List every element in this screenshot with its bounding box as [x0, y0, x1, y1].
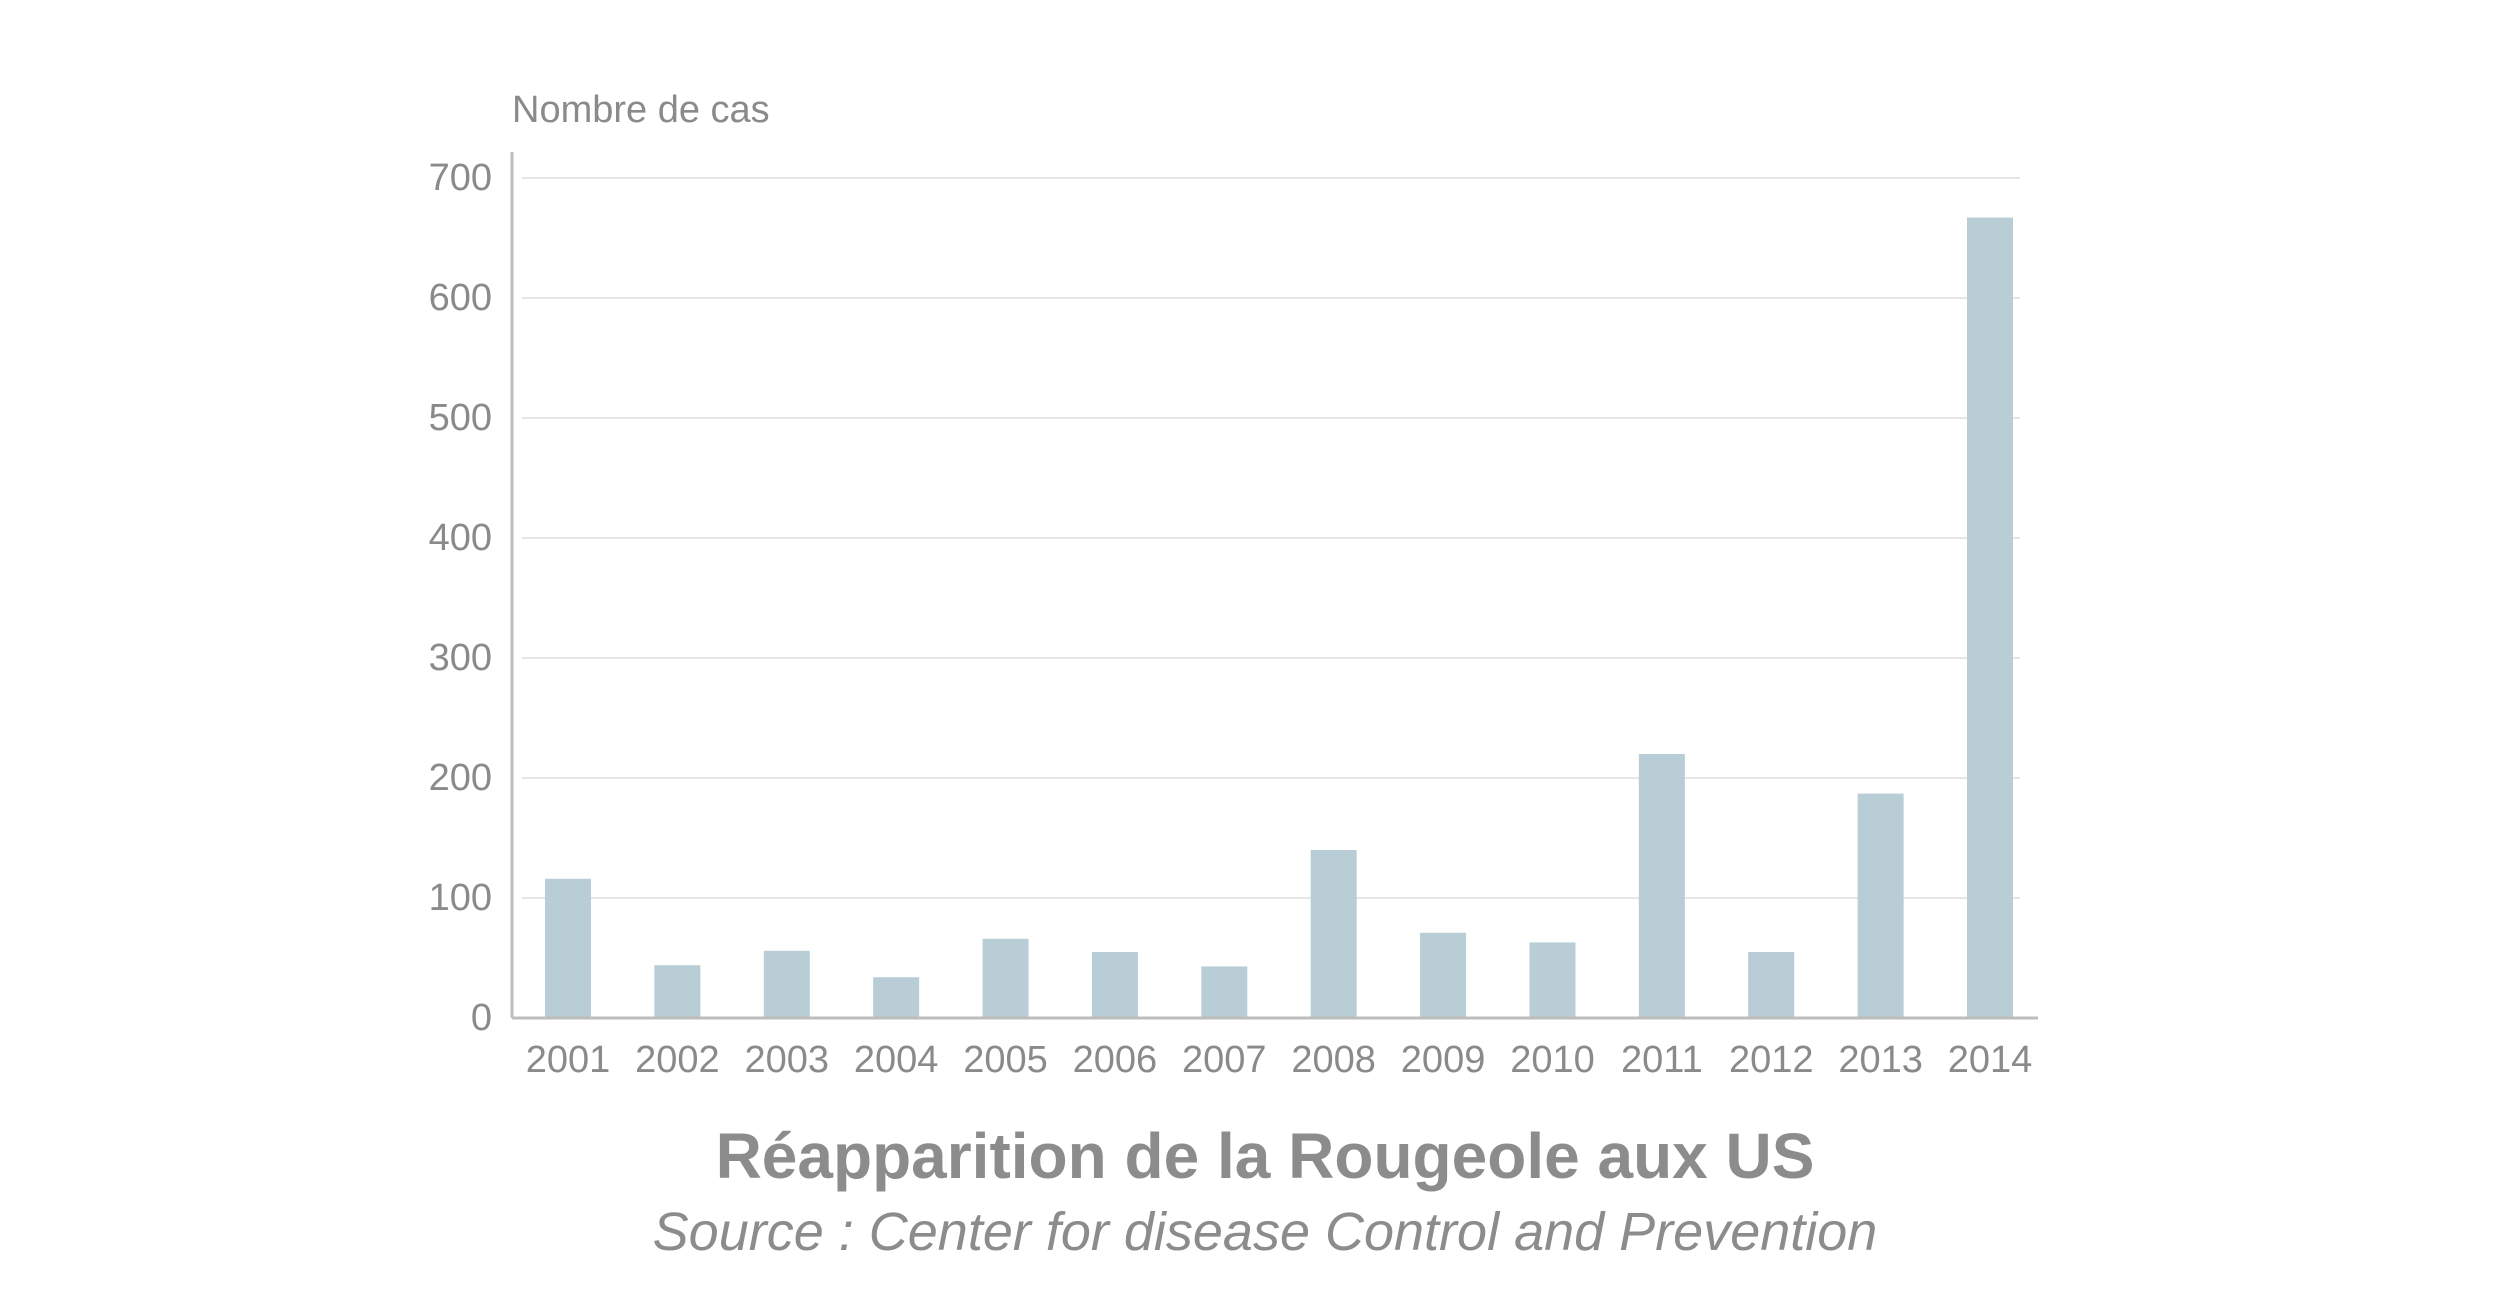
y-tick-label: 100 — [429, 877, 492, 919]
x-tick-label: 2003 — [744, 1039, 829, 1081]
y-tick-label: 700 — [429, 157, 492, 199]
bar-2008 — [1310, 850, 1357, 1018]
bar-2005 — [982, 938, 1029, 1018]
axes — [510, 152, 2038, 1020]
bar-2006 — [1091, 952, 1138, 1018]
y-tick-label: 400 — [429, 517, 492, 559]
y-tick-label: 600 — [429, 277, 492, 319]
bar-2009 — [1420, 932, 1467, 1018]
x-tick-label: 2006 — [1073, 1039, 1158, 1081]
bars — [545, 217, 2013, 1019]
bar-2010 — [1529, 942, 1576, 1018]
chart-subtitle: Source : Center for disease Control and … — [653, 1202, 1878, 1262]
x-tick-label: 2001 — [526, 1039, 611, 1081]
bar-2003 — [763, 950, 810, 1018]
x-tick-label: 2013 — [1838, 1039, 1923, 1081]
y-tick-label: 500 — [429, 397, 492, 439]
y-axis-ticks: 0 100 200 300 400 500 600 700 — [429, 157, 492, 1039]
y-tick-label: 0 — [471, 997, 492, 1039]
bar-2011 — [1638, 754, 1685, 1018]
bar-2001 — [545, 878, 591, 1018]
bar-2012 — [1748, 952, 1795, 1018]
bar-2002 — [654, 965, 701, 1018]
bar-2013 — [1857, 793, 1904, 1018]
y-tick-label: 200 — [429, 757, 492, 799]
x-tick-label: 2002 — [635, 1039, 720, 1081]
grid-lines — [522, 177, 2020, 899]
x-tick-label: 2012 — [1729, 1039, 1814, 1081]
x-tick-label: 2004 — [854, 1039, 939, 1081]
bar-2014 — [1967, 217, 2013, 1019]
chart-title: Réapparition de la Rougeole aux US — [716, 1120, 1815, 1192]
x-tick-label: 2007 — [1182, 1039, 1267, 1081]
x-tick-label: 2009 — [1401, 1039, 1486, 1081]
x-tick-label: 2008 — [1291, 1039, 1376, 1081]
x-axis-ticks: 2001 2002 2003 2004 2005 2006 2007 2008 2009 2010… — [526, 1039, 2033, 1081]
bar-2007 — [1201, 966, 1248, 1018]
x-tick-label: 2014 — [1948, 1039, 2033, 1081]
y-axis-label: Nombre de cas — [512, 89, 770, 131]
bar-2004 — [873, 977, 920, 1018]
x-tick-label: 2011 — [1621, 1039, 1703, 1081]
x-tick-label: 2005 — [963, 1039, 1048, 1081]
y-tick-label: 300 — [429, 637, 492, 679]
x-tick-label: 2010 — [1510, 1039, 1595, 1081]
